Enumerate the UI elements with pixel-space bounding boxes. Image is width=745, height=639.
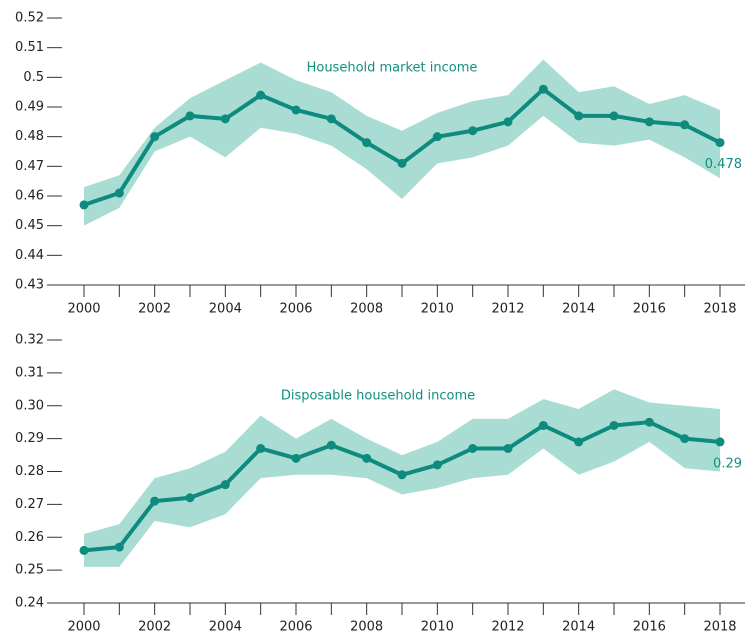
x-tick-label: 2000 bbox=[67, 620, 100, 635]
point bbox=[256, 443, 266, 453]
point bbox=[609, 111, 619, 121]
point bbox=[574, 111, 584, 121]
point bbox=[397, 158, 407, 168]
y-tick-label: 0.26 bbox=[15, 530, 44, 545]
y-tick-label: 0.46 bbox=[15, 189, 44, 204]
y-tick-label: 0.52 bbox=[15, 11, 44, 26]
point bbox=[574, 437, 584, 447]
point bbox=[644, 417, 654, 427]
point bbox=[220, 114, 230, 124]
x-tick-label: 2010 bbox=[421, 620, 454, 635]
point bbox=[503, 443, 513, 453]
x-tick-label: 2008 bbox=[350, 302, 383, 317]
end-label: 0.478 bbox=[705, 157, 742, 172]
x-tick-label: 2004 bbox=[209, 620, 242, 635]
point bbox=[468, 443, 478, 453]
point bbox=[362, 453, 372, 463]
y-tick-label: 0.51 bbox=[15, 40, 44, 55]
y-tick-label: 0.27 bbox=[15, 497, 44, 512]
point bbox=[503, 117, 513, 127]
x-tick-label: 2004 bbox=[209, 302, 242, 317]
y-tick-label: 0.24 bbox=[15, 596, 44, 611]
y-tick-label: 0.30 bbox=[15, 398, 44, 413]
y-tick-label: 0.31 bbox=[15, 365, 44, 380]
y-tick-label: 0.44 bbox=[15, 248, 44, 263]
point bbox=[114, 188, 124, 198]
annotation: Household market income bbox=[307, 61, 478, 76]
x-tick-label: 2008 bbox=[350, 620, 383, 635]
point bbox=[185, 493, 195, 503]
point bbox=[432, 460, 442, 470]
end-label: 0.29 bbox=[713, 456, 742, 471]
y-tick-label: 0.49 bbox=[15, 100, 44, 115]
x-tick-label: 2016 bbox=[633, 620, 666, 635]
x-tick-label: 2018 bbox=[703, 620, 736, 635]
point bbox=[79, 200, 89, 210]
point bbox=[185, 111, 195, 121]
y-tick-label: 0.43 bbox=[15, 278, 44, 293]
point bbox=[468, 126, 478, 136]
point bbox=[538, 84, 548, 94]
point bbox=[150, 132, 160, 142]
point bbox=[715, 138, 725, 148]
x-tick-label: 2012 bbox=[491, 620, 524, 635]
point bbox=[538, 420, 548, 430]
point bbox=[326, 114, 336, 124]
x-tick-label: 2006 bbox=[279, 302, 312, 317]
y-tick-label: 0.29 bbox=[15, 431, 44, 446]
point bbox=[432, 132, 442, 142]
point bbox=[114, 542, 124, 552]
x-tick-label: 2012 bbox=[491, 302, 524, 317]
point bbox=[326, 440, 336, 450]
point bbox=[220, 480, 230, 490]
point bbox=[680, 120, 690, 130]
y-tick-label: 0.47 bbox=[15, 159, 44, 174]
annotation: Disposable household income bbox=[281, 389, 475, 404]
x-tick-label: 2002 bbox=[138, 302, 171, 317]
y-tick-label: 0.32 bbox=[15, 333, 44, 348]
x-tick-label: 2014 bbox=[562, 620, 595, 635]
point bbox=[397, 470, 407, 480]
x-tick-label: 2006 bbox=[279, 620, 312, 635]
band bbox=[84, 59, 720, 226]
y-tick-label: 0.5 bbox=[23, 70, 44, 85]
point bbox=[609, 420, 619, 430]
point bbox=[256, 90, 266, 100]
y-tick-label: 0.28 bbox=[15, 464, 44, 479]
x-tick-label: 2016 bbox=[633, 302, 666, 317]
point bbox=[715, 437, 725, 447]
point bbox=[362, 138, 372, 148]
x-tick-label: 2018 bbox=[703, 302, 736, 317]
y-tick-label: 0.25 bbox=[15, 563, 44, 578]
point bbox=[150, 496, 160, 506]
point bbox=[644, 117, 654, 127]
y-tick-label: 0.48 bbox=[15, 129, 44, 144]
point bbox=[291, 453, 301, 463]
point bbox=[291, 105, 301, 115]
x-tick-label: 2000 bbox=[67, 302, 100, 317]
y-tick-label: 0.45 bbox=[15, 218, 44, 233]
x-tick-label: 2014 bbox=[562, 302, 595, 317]
x-tick-label: 2010 bbox=[421, 302, 454, 317]
x-tick-label: 2002 bbox=[138, 620, 171, 635]
point bbox=[79, 545, 89, 555]
point bbox=[680, 434, 690, 444]
